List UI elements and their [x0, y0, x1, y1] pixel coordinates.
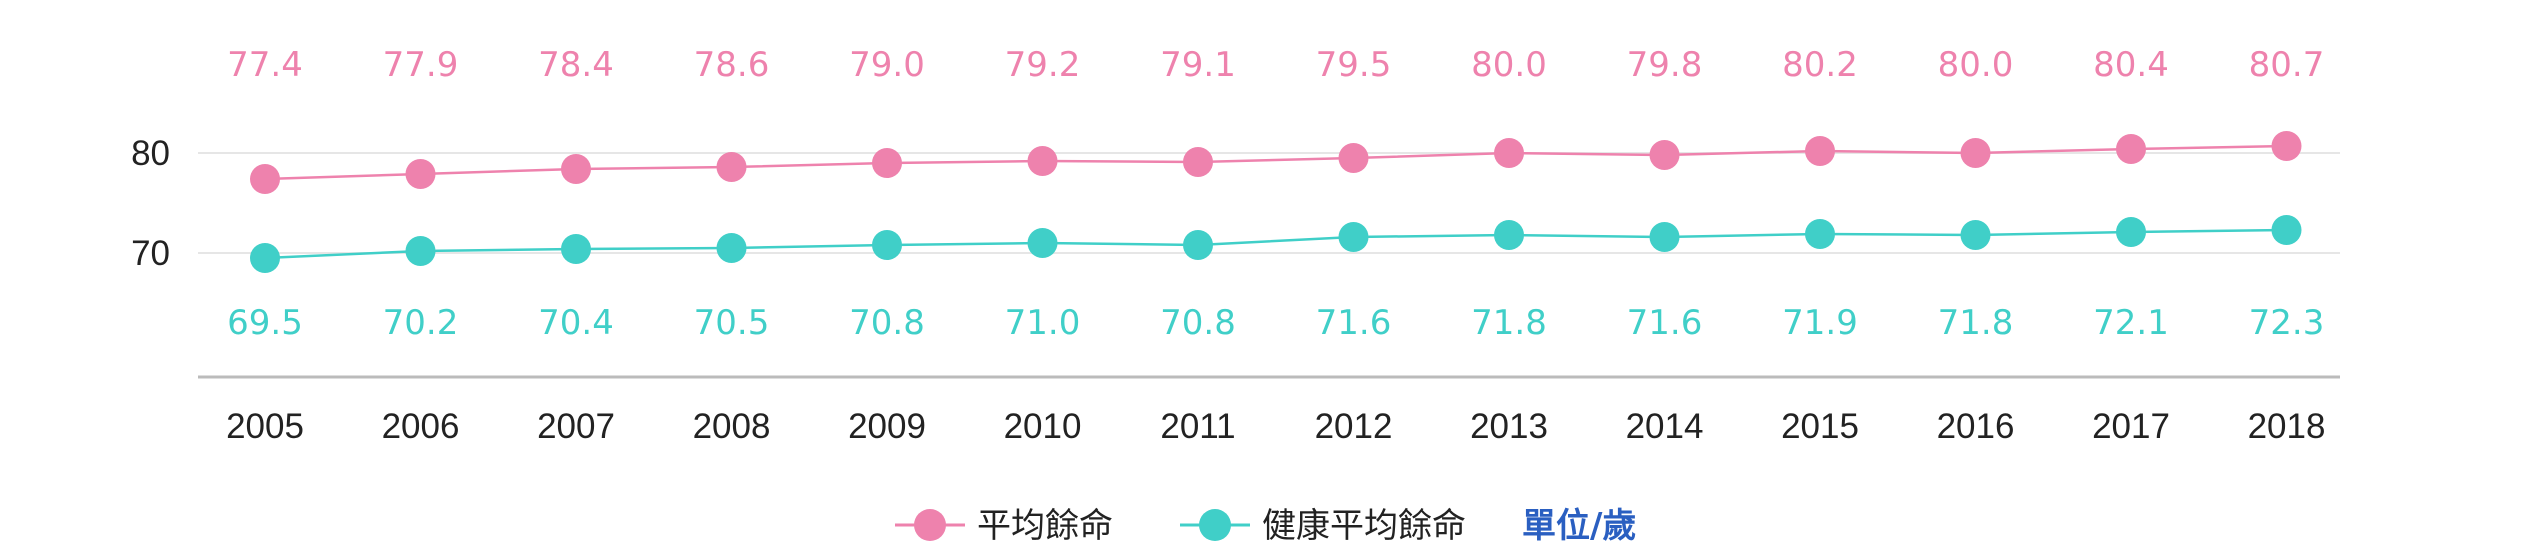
- data-point: [1338, 222, 1369, 252]
- y-tick-label: 80: [131, 134, 170, 173]
- data-label: 80.2: [1782, 45, 1858, 85]
- data-label: 80.4: [2093, 45, 2169, 85]
- data-label: 78.4: [538, 45, 614, 85]
- data-point: [1338, 143, 1369, 173]
- data-point: [561, 154, 591, 184]
- data-label: 77.9: [383, 45, 459, 85]
- x-tick-label: 2013: [1470, 407, 1548, 446]
- data-label: 79.8: [1627, 45, 1703, 85]
- data-point: [1027, 228, 1058, 258]
- data-label: 79.2: [1005, 45, 1081, 85]
- data-label: 79.0: [849, 45, 925, 85]
- data-point: [250, 164, 280, 194]
- data-label: 69.5: [227, 303, 303, 343]
- data-point: [405, 159, 436, 189]
- series-line-1: [264, 228, 2287, 260]
- data-point: [1494, 138, 1524, 168]
- data-label: 70.5: [694, 303, 770, 343]
- data-label: 70.8: [849, 303, 925, 343]
- data-label: 71.6: [1627, 303, 1703, 343]
- legend-marker-1: [1199, 509, 1231, 541]
- legend-marker-0: [914, 509, 946, 541]
- legend-label: 健康平均餘命: [1262, 506, 1466, 546]
- data-label: 71.6: [1316, 303, 1392, 343]
- data-point: [250, 243, 280, 273]
- x-tick-label: 2014: [1626, 407, 1704, 446]
- series-layer: [250, 131, 2302, 273]
- data-point: [2271, 131, 2302, 161]
- legend: 平均餘命 健康平均餘命 單位/歲: [895, 506, 1636, 546]
- data-label: 71.9: [1782, 303, 1858, 343]
- x-tick-label: 2011: [1160, 407, 1235, 446]
- data-point: [1649, 140, 1680, 170]
- x-tick-label: 2006: [382, 407, 460, 446]
- x-tick-label: 2015: [1781, 407, 1859, 446]
- data-label: 71.8: [1938, 303, 2014, 343]
- grid-layer: [198, 152, 2340, 254]
- x-tick-label: 2016: [1937, 407, 2015, 446]
- x-tick-label: 2012: [1315, 407, 1393, 446]
- data-point: [1960, 138, 1991, 168]
- x-tick-label: 2017: [2092, 407, 2170, 446]
- data-point: [1183, 230, 1213, 260]
- x-tick-label: 2009: [848, 407, 926, 446]
- data-point: [1805, 136, 1835, 166]
- data-point: [1183, 147, 1213, 177]
- data-point: [2116, 217, 2146, 247]
- data-label: 77.4: [227, 45, 303, 85]
- series-line-0: [264, 144, 2287, 181]
- data-point: [405, 236, 436, 266]
- x-tick-label: 2008: [693, 407, 771, 446]
- x-tick-label: 2005: [226, 407, 304, 446]
- data-point: [561, 234, 591, 264]
- x-tick-label: 2018: [2248, 407, 2326, 446]
- data-label: 70.8: [1160, 303, 1236, 343]
- data-point: [1494, 220, 1524, 250]
- data-point: [1649, 222, 1680, 252]
- data-point: [872, 148, 902, 178]
- data-label: 72.1: [2093, 303, 2169, 343]
- data-label: 80.7: [2249, 45, 2325, 85]
- data-point: [1027, 146, 1058, 176]
- unit-note: 單位/歲: [1522, 506, 1636, 546]
- x-tick-label: 2010: [1004, 407, 1082, 446]
- data-point: [872, 230, 902, 260]
- data-point: [2116, 134, 2146, 164]
- data-label: 79.5: [1316, 45, 1392, 85]
- data-label: 70.2: [383, 303, 459, 343]
- data-label: 70.4: [538, 303, 614, 343]
- data-label: 71.0: [1005, 303, 1081, 343]
- data-point: [1805, 219, 1835, 249]
- y-tick-label: 70: [131, 234, 170, 273]
- data-point: [1960, 220, 1991, 250]
- data-label: 80.0: [1471, 45, 1547, 85]
- x-tick-label: 2007: [537, 407, 615, 446]
- data-label: 80.0: [1938, 45, 2014, 85]
- data-label: 79.1: [1160, 45, 1236, 85]
- data-point: [716, 152, 747, 182]
- data-label: 72.3: [2249, 303, 2325, 343]
- data-label: 78.6: [694, 45, 770, 85]
- label-layer: 80 70 2005 2006 2007 2008 2009 2010 2011 2012 2013…: [131, 45, 2325, 446]
- data-point: [716, 233, 747, 263]
- data-point: [2271, 215, 2302, 245]
- legend-label: 平均餘命: [977, 506, 1113, 546]
- data-label: 71.8: [1471, 303, 1547, 343]
